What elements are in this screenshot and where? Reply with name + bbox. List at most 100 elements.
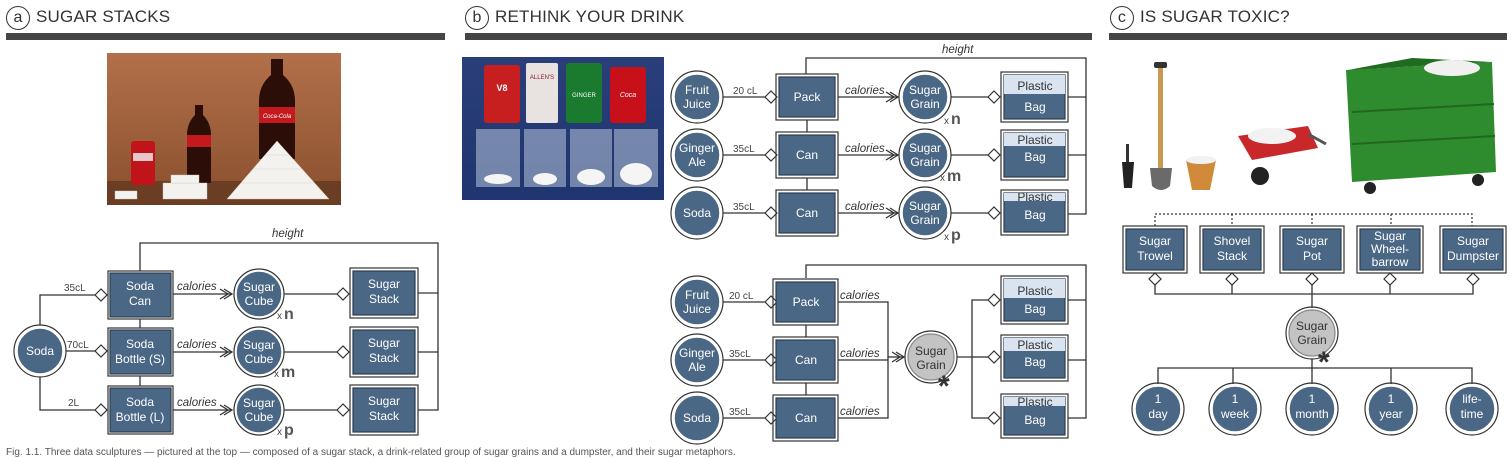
b2-bag-3-l1: Plastic [1017, 395, 1052, 409]
c-lifetime-l2: time [1461, 407, 1484, 421]
c-shovel-l1: Shovel [1214, 234, 1251, 248]
b1-grain-2-l1: Sugar [909, 141, 941, 155]
c-week-l2: week [1220, 407, 1250, 421]
diagram-a: height Soda 35cL 70cL 2L Soda Can Soda B… [13, 228, 439, 439]
b1-fj-l1: Fruit [685, 83, 710, 97]
b1-pack-box [778, 76, 836, 118]
b1-can-box-1 [778, 134, 836, 176]
photo-b-can-3: GINGER [572, 93, 596, 99]
c-year-l2: year [1379, 407, 1402, 421]
panel-a-letter: a [6, 6, 30, 30]
c-year-l1: 1 [1388, 392, 1395, 406]
b1-grain-1-l2: Grain [910, 97, 939, 111]
b2-vol-35cl-2: 35cL [729, 407, 751, 418]
c-sugar-grain [1288, 309, 1336, 357]
a-soda-can-l2: Can [129, 294, 151, 308]
b2-asterisk: * [938, 370, 950, 403]
b1-bag-2-l2: Bag [1024, 150, 1045, 164]
c-container-pot: Sugar Pot [1279, 225, 1345, 274]
b2-bag-3: Plastic Bag [1000, 393, 1069, 439]
a-vol-70cl: 70cL [67, 340, 89, 351]
b1-bag-3-l2: Bag [1024, 208, 1045, 222]
c-month-l2: month [1295, 407, 1328, 421]
b1-bag-2: Plastic Bag [1000, 129, 1069, 181]
c-duration-month: 1 month [1285, 382, 1339, 436]
b1-bag-3: Plastic Bag [1000, 189, 1069, 236]
a-sugar-cube-1 [235, 270, 283, 318]
b1-ginger-ale [673, 131, 721, 179]
a-calories-1: calories [177, 281, 217, 293]
photo-b-can-2: ALLEN'S [530, 75, 554, 81]
a-cube-2-l1: Sugar [243, 338, 275, 352]
c-dumpster-l2: Dumpster [1447, 249, 1499, 263]
c-day-l1: 1 [1155, 392, 1162, 406]
b1-mult-p: p [951, 227, 961, 244]
a-calorie-arrows: calories calories calories [173, 281, 234, 416]
b1-grain-3-l2: Grain [910, 213, 939, 227]
b2-pack: Pack [793, 295, 821, 309]
a-soda-bottle-l-l2: Bottle (L) [116, 410, 165, 424]
c-grain-l1: Sugar [1296, 319, 1328, 333]
a-cube-3-l1: Sugar [243, 396, 275, 410]
b2-grain-l1: Sugar [915, 344, 947, 358]
b1-grain-1-l1: Sugar [909, 83, 941, 97]
b2-soda-label: Soda [683, 411, 711, 425]
a-stack-2-l1: Sugar [368, 336, 400, 350]
b2-fj-l2: Juice [683, 302, 711, 316]
b2-fruit-juice [673, 278, 721, 326]
a-stack-3-l2: Stack [369, 409, 400, 423]
c-asterisk: * [1318, 346, 1330, 379]
b1-vol-35cl-2: 35cL [733, 202, 755, 213]
a-soda-bottle-l-l1: Soda [126, 395, 154, 409]
b1-bag-1-l1: Plastic [1017, 79, 1052, 93]
panel-b-title: b RETHINK YOUR DRINK [465, 6, 684, 30]
a-mult-x-3: x [277, 427, 282, 438]
photo-a-brand: Coca-Cola [263, 114, 292, 120]
a-stack-3-l1: Sugar [368, 394, 400, 408]
a-cube-1-l1: Sugar [243, 280, 275, 294]
c-duration-lifetime: life- time [1445, 382, 1499, 436]
a-sugar-stack-2 [352, 329, 416, 375]
b2-can-box-2 [775, 397, 836, 439]
a-sugar-stack-1 [352, 270, 416, 316]
b2-vol-20cl: 20 cL [729, 291, 754, 302]
b2-calories-3: calories [840, 406, 880, 418]
a-vol-35cl: 35cL [64, 283, 86, 294]
b2-bag-3-l2: Bag [1024, 413, 1045, 427]
c-month-l1: 1 [1309, 392, 1316, 406]
a-soda-bottle-l-box [109, 387, 172, 433]
a-mult-m: m [281, 364, 295, 381]
b2-bag-2-l2: Bag [1024, 355, 1045, 369]
a-sugar-stack-3 [352, 387, 416, 433]
c-week-l1: 1 [1232, 392, 1239, 406]
c-lifetime-l1: life- [1462, 392, 1481, 406]
panel-c-title: c IS SUGAR TOXIC? [1110, 6, 1290, 30]
b2-ginger-ale [673, 336, 721, 384]
b1-calories-1: calories [845, 85, 885, 97]
b1-mult-x-3: x [944, 232, 949, 243]
b1-sugar-grain-1 [901, 73, 949, 121]
b1-mult-n: n [951, 111, 961, 128]
b1-grain-3-l1: Sugar [909, 199, 941, 213]
b1-bag-1-l2: Bag [1024, 100, 1045, 114]
c-container-shovel: Shovel Stack [1199, 225, 1265, 274]
diagram-b-bottom: Fruit Juice Ginger Ale Soda 20 cL 35cL 3… [670, 264, 1087, 445]
a-calories-3: calories [177, 397, 217, 409]
photo-rethink-drink: V8 ALLEN'S GINGER Coca [462, 57, 664, 200]
b2-soda [673, 394, 721, 442]
a-soda-bottle-s-l2: Bottle (S) [115, 352, 165, 366]
b2-fj-l1: Fruit [685, 288, 710, 302]
a-mult-p: p [284, 422, 294, 439]
photo-sugar-stacks-drawing: Coca-Cola [107, 53, 341, 205]
b2-ga-l1: Ginger [679, 346, 715, 360]
c-grain-l2: Grain [1297, 333, 1326, 347]
panel-b-bar [465, 33, 1092, 40]
c-dumpster-l1: Sugar [1457, 234, 1489, 248]
b1-bag-3-l1: Plastic [1017, 190, 1052, 204]
a-sugar-cube-3 [235, 386, 283, 434]
b1-calories-2: calories [845, 143, 885, 155]
b2-can-box-1 [775, 339, 836, 381]
photo-b-can-1: V8 [496, 83, 507, 93]
b1-height-label: height [942, 44, 974, 56]
b1-bag-2-l1: Plastic [1017, 133, 1052, 147]
